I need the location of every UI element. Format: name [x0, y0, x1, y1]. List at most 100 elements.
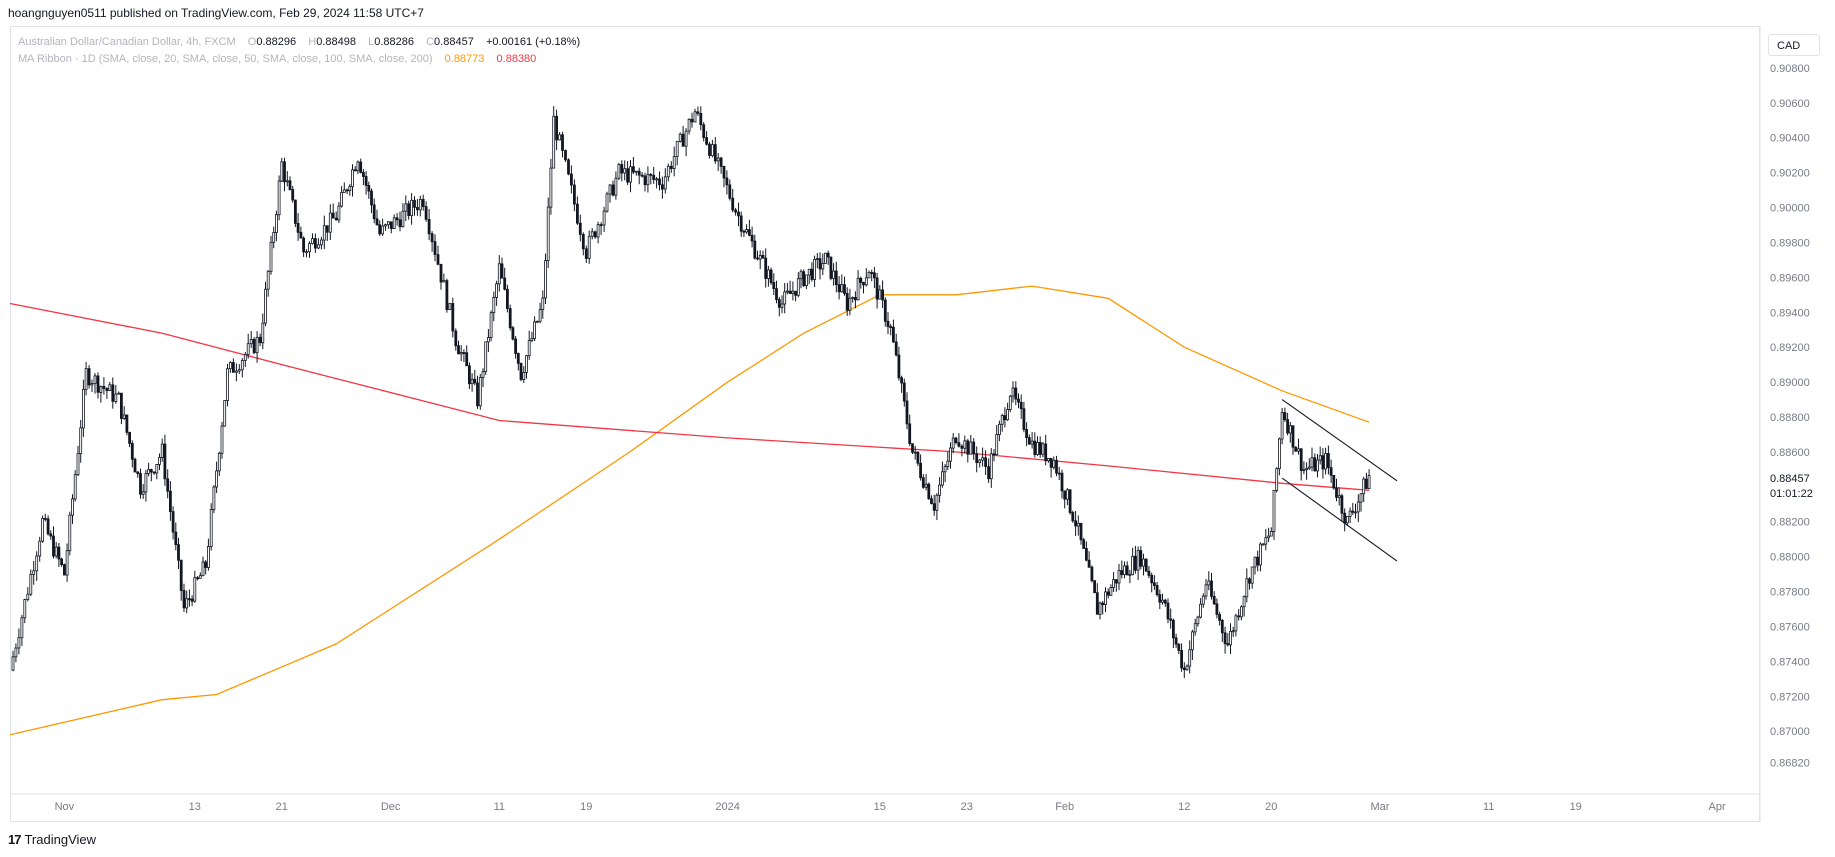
ohlc-legend-row[interactable]: Australian Dollar/Canadian Dollar, 4h, F…: [18, 34, 580, 51]
candle: [285, 171, 289, 187]
candle: [1275, 467, 1279, 493]
candle: [780, 295, 784, 314]
candle-body: [1074, 520, 1077, 527]
candle: [541, 290, 545, 319]
published-text: hoangnguyen0511 published on TradingView…: [8, 6, 424, 20]
candle-body: [1346, 516, 1349, 524]
candle: [516, 352, 520, 371]
time-tick-label: 13: [189, 801, 201, 813]
candle: [1036, 436, 1039, 456]
candle-body: [873, 272, 876, 279]
candle-body: [283, 161, 286, 183]
candle: [777, 296, 781, 317]
candle-body: [1335, 487, 1338, 498]
candle-body: [322, 225, 326, 241]
candle: [375, 209, 379, 226]
candle: [975, 446, 979, 473]
candle: [522, 366, 526, 383]
candle-body: [634, 170, 638, 173]
candle: [859, 276, 863, 289]
candle-body: [117, 392, 121, 395]
candle: [82, 379, 85, 437]
drawings-layer[interactable]: [1281, 399, 1398, 562]
candle-body: [1240, 606, 1243, 618]
candle-body: [632, 166, 635, 173]
candle-body: [261, 322, 265, 344]
candle: [193, 570, 197, 603]
candle-body: [678, 133, 682, 142]
candle-body: [495, 283, 499, 298]
candle: [946, 451, 950, 470]
candle: [481, 368, 485, 388]
candle-body: [748, 229, 751, 236]
candle: [1212, 591, 1216, 605]
footer-brand[interactable]: 17 TradingView: [8, 832, 96, 847]
candle-body: [1283, 412, 1287, 421]
candle-body: [1231, 630, 1235, 633]
candle-body: [337, 205, 341, 221]
ma-line-orange[interactable]: [9, 285, 1370, 736]
time-axis[interactable]: Nov 13 21 Dec 11 19 2024 15 23 Feb 12 20 Mar 11 19 Apr: [55, 801, 1726, 813]
ma-ribbon-legend-row[interactable]: MA Ribbon · 1D (SMA, close, 20, SMA, clo…: [18, 51, 580, 68]
time-tick-label: 19: [1570, 801, 1582, 813]
open-value: 0.88296: [256, 36, 297, 48]
close-value: 0.88457: [434, 36, 474, 48]
candle-body: [35, 555, 39, 572]
candle: [711, 139, 714, 158]
candle-body: [38, 540, 42, 557]
candle: [1297, 438, 1300, 455]
candle: [1150, 572, 1154, 593]
candle-body: [1324, 453, 1327, 470]
candle: [187, 589, 191, 607]
candle-body: [1049, 457, 1053, 468]
low-label: L: [368, 36, 375, 48]
candle-body: [226, 368, 229, 402]
candle-body: [439, 263, 443, 283]
candle: [495, 280, 499, 306]
candle: [728, 179, 732, 201]
candle: [796, 272, 800, 298]
candle-body: [500, 263, 504, 279]
candle-body: [240, 360, 244, 371]
candle-body: [802, 271, 806, 287]
ma-line-red[interactable]: [9, 302, 1370, 491]
candle-body: [1329, 467, 1333, 476]
candle-body: [599, 224, 603, 227]
candle-body: [46, 518, 50, 535]
candle: [378, 220, 382, 237]
candle: [1011, 381, 1015, 403]
candle: [404, 195, 408, 221]
channel-lower-line[interactable]: [1281, 477, 1398, 562]
price-axis[interactable]: 0.90800 0.90600 0.90400 0.90200 0.90000 0.898…: [1770, 63, 1810, 770]
candle-body: [1253, 556, 1257, 568]
candle: [206, 538, 210, 571]
candle-body: [65, 550, 69, 576]
candle: [451, 297, 455, 338]
candle: [1049, 457, 1053, 478]
currency-button[interactable]: CAD: [1768, 34, 1820, 56]
candle-body: [711, 144, 714, 157]
ma-ribbon-description[interactable]: MA Ribbon · 1D (SMA, close, 20, SMA, clo…: [18, 53, 433, 65]
candle: [602, 206, 606, 232]
candle: [1128, 569, 1132, 584]
candle: [54, 542, 58, 559]
candle-body: [596, 224, 600, 238]
candle: [1025, 422, 1028, 447]
candle-body: [60, 558, 63, 565]
candle: [445, 278, 449, 313]
candle: [1063, 490, 1067, 509]
candle-body: [280, 161, 284, 182]
candle-body: [1343, 512, 1347, 524]
candle-body: [1302, 469, 1306, 472]
candle-body: [147, 469, 151, 474]
channel-upper-line[interactable]: [1281, 399, 1398, 482]
candle: [1071, 510, 1075, 523]
candle: [802, 269, 806, 288]
candle: [570, 165, 573, 194]
candle: [960, 444, 964, 457]
candle-body: [886, 320, 890, 327]
symbol-description[interactable]: Australian Dollar/Canadian Dollar, 4h, F…: [18, 36, 236, 48]
candle: [1041, 441, 1045, 458]
candle-body: [1011, 387, 1015, 397]
